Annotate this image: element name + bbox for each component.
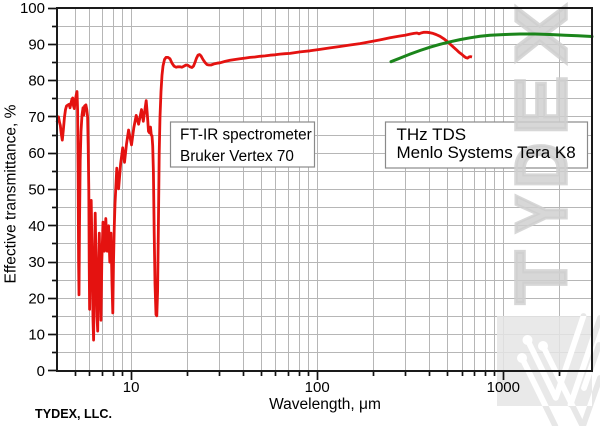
svg-text:40: 40 bbox=[28, 218, 45, 235]
svg-text:20: 20 bbox=[28, 290, 45, 307]
svg-text:30: 30 bbox=[28, 254, 45, 271]
svg-text:90: 90 bbox=[28, 36, 45, 53]
svg-text:Y: Y bbox=[502, 195, 582, 233]
svg-text:D: D bbox=[502, 143, 582, 188]
svg-text:10: 10 bbox=[123, 379, 140, 396]
svg-text:60: 60 bbox=[28, 145, 45, 162]
svg-text:50: 50 bbox=[28, 182, 45, 199]
svg-text:10: 10 bbox=[28, 327, 45, 344]
svg-text:70: 70 bbox=[28, 109, 45, 126]
svg-text:E: E bbox=[502, 76, 582, 135]
svg-text:TYDEX, LLC.: TYDEX, LLC. bbox=[35, 407, 112, 421]
svg-text:Effective transmittance, %: Effective transmittance, % bbox=[3, 104, 20, 283]
svg-text:0: 0 bbox=[37, 363, 45, 380]
svg-text:1000: 1000 bbox=[487, 379, 520, 396]
svg-text:Bruker Vertex 70: Bruker Vertex 70 bbox=[180, 148, 294, 165]
svg-text:THz TDS: THz TDS bbox=[397, 125, 467, 144]
svg-text:100: 100 bbox=[20, 0, 45, 17]
svg-text:80: 80 bbox=[28, 73, 45, 90]
svg-text:Menlo Systems Tera K8: Menlo Systems Tera K8 bbox=[397, 143, 576, 162]
svg-text:T: T bbox=[502, 251, 582, 304]
svg-text:Wavelength, μm: Wavelength, μm bbox=[269, 396, 381, 413]
svg-text:FT-IR spectrometer: FT-IR spectrometer bbox=[180, 127, 312, 144]
svg-text:100: 100 bbox=[305, 379, 330, 396]
